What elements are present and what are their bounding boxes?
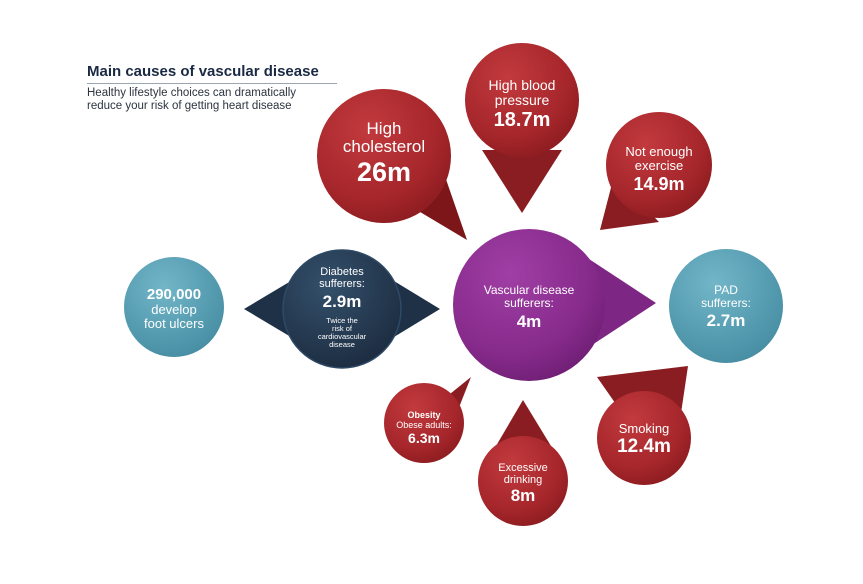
diabetes-note-line-4: disease xyxy=(329,340,355,349)
vascular-circle xyxy=(453,229,605,381)
smoking-circle xyxy=(597,391,691,485)
foot-ulcers-label-line-1: develop xyxy=(151,302,197,317)
obesity-label-line-1: Obesity xyxy=(407,410,441,420)
foot-ulcers-label-line-2: foot ulcers xyxy=(144,316,204,331)
excessive-drinking-label: Excessive drinking 8m xyxy=(483,462,563,506)
smoking-label-text: Smoking xyxy=(618,421,670,436)
page-title: Main causes of vascular disease xyxy=(87,63,337,84)
vascular-value: 4m xyxy=(516,312,542,331)
diabetes-note-line-2: risk of xyxy=(331,324,352,333)
title-block: Main causes of vascular disease Healthy … xyxy=(87,63,337,112)
diabetes-note-line-1: Twice the xyxy=(326,316,358,325)
high-blood-pressure-label: High blood pressure 18.7m xyxy=(472,78,572,133)
pad-label-line-2: sufferers: xyxy=(701,296,751,310)
diabetes-circle xyxy=(282,249,402,369)
foot-ulcers-circle xyxy=(124,257,224,357)
diabetes-label-line-1: Diabetes xyxy=(320,266,364,278)
high-blood-pressure-circle xyxy=(465,43,579,157)
pad-label: PAD sufferers: 2.7m xyxy=(686,284,766,332)
diabetes-note-line-3: cardiovascular xyxy=(317,332,367,341)
not-enough-exercise-label: Not enough exercise 14.9m xyxy=(614,145,704,195)
pad-circle xyxy=(669,249,783,363)
foot-ulcers-label: 290,000 develop foot ulcers xyxy=(129,287,219,331)
pad-value: 2.7m xyxy=(706,311,746,330)
high-blood-pressure-label-line-2: pressure xyxy=(494,92,550,108)
diabetes-value: 2.9m xyxy=(322,292,362,311)
diabetes-label: Diabetes sufferers: 2.9m Twice the risk … xyxy=(292,266,392,349)
excessive-drinking-pointer xyxy=(496,400,551,446)
not-enough-exercise-label-line-2: exercise xyxy=(634,158,684,173)
vascular-label-line-1: Vascular disease xyxy=(483,283,575,297)
high-cholesterol-circle xyxy=(317,89,451,223)
smoking-label: Smoking 12.4m xyxy=(604,421,684,458)
high-blood-pressure-value: 18.7m xyxy=(493,109,551,131)
not-enough-exercise-label-line-1: Not enough xyxy=(625,144,693,159)
excessive-drinking-label-line-2: drinking xyxy=(503,474,543,486)
diabetes-label-line-2: sufferers: xyxy=(319,278,365,290)
not-enough-exercise-value: 14.9m xyxy=(633,174,685,194)
high-blood-pressure-label-line-1: High blood xyxy=(488,77,556,93)
excessive-drinking-value: 8m xyxy=(510,486,536,505)
high-cholesterol-label: High cholesterol 26m xyxy=(324,120,444,188)
excessive-drinking-label-line-1: Excessive xyxy=(498,462,548,474)
vascular-label: Vascular disease sufferers: 4m xyxy=(469,284,589,334)
excessive-drinking-circle xyxy=(478,436,568,526)
high-blood-pressure-pointer xyxy=(482,150,562,213)
smoking-value: 12.4m xyxy=(617,436,671,457)
vascular-label-line-2: sufferers: xyxy=(504,296,554,310)
obesity-circle xyxy=(384,383,464,463)
subtitle: Healthy lifestyle choices can dramatical… xyxy=(87,87,337,112)
foot-ulcers-value: 290,000 xyxy=(146,286,202,303)
high-cholesterol-value: 26m xyxy=(356,157,412,187)
not-enough-exercise-circle xyxy=(606,112,712,218)
obesity-label: Obesity Obese adults: 6.3m xyxy=(389,410,459,446)
subtitle-line-2: reduce your risk of getting heart diseas… xyxy=(87,99,292,112)
pad-label-line-1: PAD xyxy=(714,283,738,297)
subtitle-line-1: Healthy lifestyle choices can dramatical… xyxy=(87,87,297,99)
high-cholesterol-label-line-1: High xyxy=(366,119,402,138)
obesity-label-line-2: Obese adults: xyxy=(396,420,452,430)
high-cholesterol-label-line-2: cholesterol xyxy=(342,137,426,156)
obesity-value: 6.3m xyxy=(408,430,440,446)
